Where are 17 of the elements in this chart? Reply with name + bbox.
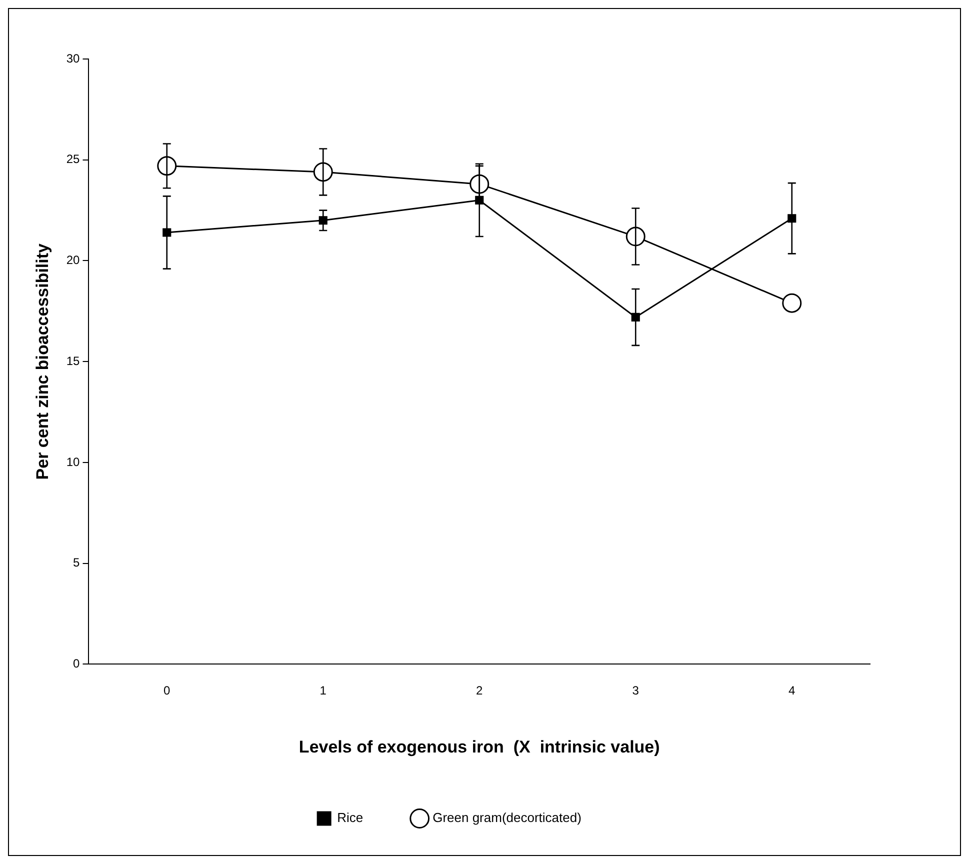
y-tick-label: 30 bbox=[66, 51, 80, 66]
y-tick-label: 10 bbox=[66, 454, 80, 469]
legend-label: Rice bbox=[337, 810, 364, 826]
x-tick-label: 1 bbox=[320, 684, 327, 698]
point bbox=[782, 293, 802, 313]
x-tick-label: 3 bbox=[632, 684, 640, 698]
y-tick-label: 15 bbox=[66, 354, 80, 368]
legend-label: Green gram(decorticated) bbox=[432, 810, 582, 826]
x-tick-label: 4 bbox=[788, 684, 796, 698]
y-tick-label: 25 bbox=[66, 152, 80, 166]
y-tick-label: 0 bbox=[73, 656, 80, 671]
x-tick-label: 0 bbox=[164, 684, 171, 698]
y-tick-label: 20 bbox=[66, 253, 80, 268]
x-tick-label: 2 bbox=[476, 684, 484, 698]
x-axis-title: Levels of exogenous iron (X intrinsic value) bbox=[298, 737, 660, 756]
y-axis-title: Per cent zinc bioaccessibility bbox=[32, 242, 52, 480]
y-tick-label: 5 bbox=[73, 556, 80, 570]
